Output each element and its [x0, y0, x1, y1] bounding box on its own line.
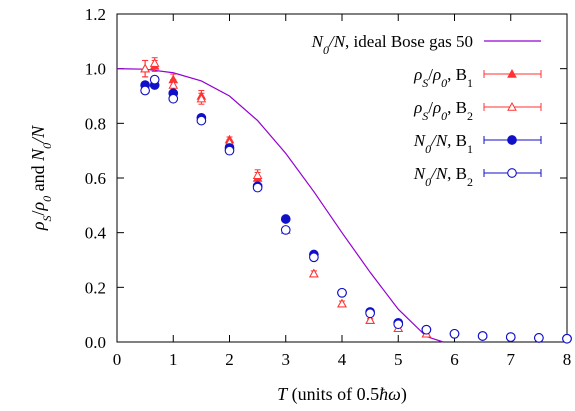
- data-point-open-triangle: [365, 315, 375, 324]
- data-point-open-triangle: [168, 80, 179, 89]
- data-point-open-triangle: [149, 58, 160, 67]
- y-tick-label: 1.2: [85, 5, 106, 24]
- data-point-open-circle: [337, 287, 347, 298]
- data-point-open-triangle: [309, 268, 319, 278]
- y-tick-label: 1.0: [85, 60, 106, 79]
- y-axis: 0.0 0.2 0.4 0.6 0.8 1.0 1.2: [85, 5, 567, 352]
- legend-open-triangle-icon: [483, 101, 542, 111]
- y-tick-label: 0.8: [85, 114, 106, 133]
- x-tick-label: 2: [225, 350, 234, 369]
- data-point-open-circle: [393, 319, 404, 330]
- series-0: [116, 68, 444, 343]
- x-tick-label: 3: [282, 350, 291, 369]
- y-tick-label: 0.6: [85, 169, 106, 188]
- legend-entry-rho-b2: ρS/ρ0, B2: [413, 98, 542, 123]
- legend-entry-n0-b1: N0/N, B1: [413, 131, 542, 156]
- data-point-open-circle: [562, 333, 572, 344]
- data-point-open-circle: [224, 145, 235, 156]
- legend-entry-n0-b2: N0/N, B2: [413, 164, 542, 189]
- y-tick-label: 0.0: [85, 333, 106, 352]
- data-point-open-circle: [168, 93, 179, 104]
- legend-label: ρS/ρ0, B1: [413, 65, 473, 90]
- data-point-open-circle: [196, 115, 207, 126]
- x-tick-label: 8: [563, 350, 572, 369]
- series-line: [116, 68, 444, 343]
- y-tick-label: 0.4: [85, 224, 107, 243]
- data-point-open-circle: [507, 168, 517, 178]
- x-tick-label: 7: [507, 350, 516, 369]
- x-tick-label: 0: [113, 350, 122, 369]
- y-tick-label: 0.2: [85, 278, 106, 297]
- data-point-open-circle: [252, 182, 263, 193]
- legend-filled-triangle-icon: [483, 68, 542, 78]
- data-point-open-triangle: [196, 93, 207, 103]
- data-point-open-triangle: [507, 101, 517, 111]
- data-point-open-circle: [449, 328, 460, 339]
- data-point-open-circle: [505, 332, 516, 342]
- data-point-open-circle: [280, 225, 291, 235]
- legend-label: N0/N, B2: [413, 164, 473, 189]
- x-tick-label: 1: [169, 350, 178, 369]
- legend-label: ρS/ρ0, B2: [413, 98, 473, 123]
- data-point-open-circle: [140, 85, 150, 96]
- legend: N0/N, ideal Bose gas 50 ρS/ρ0, B1 ρS/ρ0,…: [311, 32, 542, 189]
- data-point-open-circle: [365, 308, 375, 319]
- data-point-open-circle: [149, 74, 160, 85]
- plot-area: 0 1 2 3 4 5 6 7 8 0.0 0.2 0.4 0.6 0.8 1.0 1.2: [85, 5, 572, 369]
- legend-open-circle-icon: [483, 168, 542, 178]
- data-point-open-triangle: [337, 298, 347, 308]
- data-point-filled-circle: [507, 135, 517, 145]
- y-axis-label: ρS/ρ0 and N0/N: [28, 125, 54, 231]
- data-point-open-circle: [477, 331, 488, 341]
- legend-entry-ideal-bose: N0/N, ideal Bose gas 50: [311, 32, 541, 57]
- data-point-filled-circle: [280, 214, 291, 224]
- legend-label: N0/N, ideal Bose gas 50: [311, 32, 473, 57]
- x-tick-label: 5: [394, 350, 403, 369]
- data-point-open-triangle: [140, 63, 150, 73]
- series-4: [140, 74, 572, 344]
- x-axis-label: T (units of 0.5ħω): [277, 384, 407, 405]
- data-point-open-circle: [534, 333, 544, 343]
- legend-entry-rho-b1: ρS/ρ0, B1: [413, 65, 542, 90]
- data-point-open-circle: [421, 324, 432, 335]
- series-layer: [116, 57, 572, 344]
- legend-label: N0/N, B1: [413, 131, 473, 156]
- data-point-open-triangle: [252, 170, 263, 179]
- x-tick-label: 4: [338, 350, 347, 369]
- data-point-filled-triangle: [507, 68, 517, 78]
- x-tick-label: 6: [450, 350, 459, 369]
- data-point-open-circle: [309, 252, 319, 263]
- series-1: [140, 59, 432, 338]
- x-axis: 0 1 2 3 4 5 6 7 8: [113, 14, 572, 369]
- legend-filled-circle-icon: [483, 135, 542, 145]
